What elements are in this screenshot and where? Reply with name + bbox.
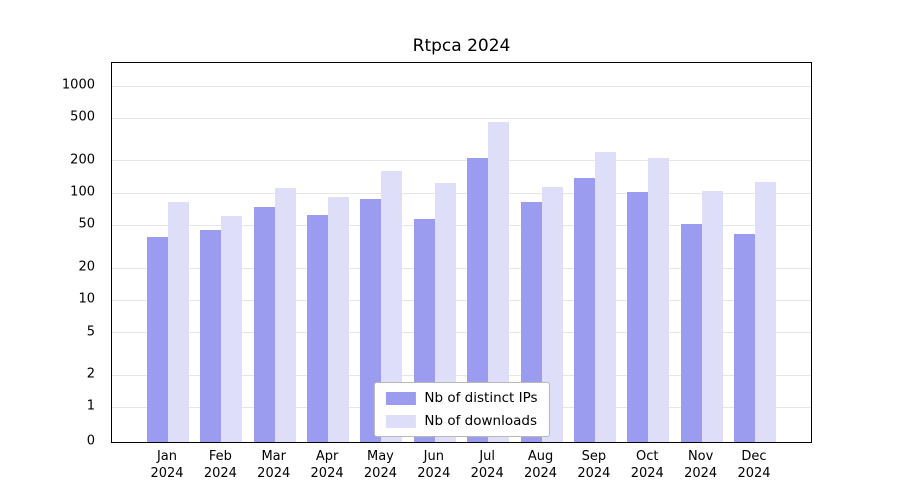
bar-ips-feb	[200, 230, 222, 442]
x-tick-label: Mar 2024	[257, 449, 291, 482]
y-tick-label: 0	[86, 433, 95, 449]
legend: Nb of distinct IPs Nb of downloads	[373, 382, 550, 437]
x-tick-label: Oct 2024	[630, 449, 664, 482]
x-axis-tick-labels: Jan 2024 Feb 2024 Mar 2024 Apr 2024 May 2024…	[111, 448, 812, 492]
x-tick-label: Sep 2024	[577, 449, 611, 482]
bar-ips-dec	[734, 233, 755, 442]
y-tick-label: 100	[70, 184, 95, 200]
bar-downloads-oct	[648, 157, 670, 442]
bar-downloads-dec	[755, 181, 776, 442]
gridline	[112, 374, 811, 376]
x-tick-label: Feb 2024	[203, 449, 237, 482]
gridline	[112, 299, 811, 301]
gridline	[112, 85, 811, 87]
x-tick-label: Jan 2024	[150, 449, 184, 482]
bar-ips-sep	[573, 177, 595, 442]
gridline	[112, 224, 811, 226]
y-tick-label: 50	[78, 216, 95, 232]
x-tick-label: Jun 2024	[417, 449, 451, 482]
y-tick-label: 5	[86, 324, 95, 340]
gridline	[112, 117, 811, 119]
bar-ips-jul	[467, 157, 489, 442]
x-tick-label: Jul 2024	[470, 449, 504, 482]
bar-downloads-feb	[221, 216, 243, 442]
y-tick-label: 500	[70, 109, 95, 125]
x-tick-label: Dec 2024	[737, 449, 771, 482]
legend-label: Nb of distinct IPs	[424, 390, 538, 406]
bar-downloads-apr	[328, 196, 350, 442]
bar-downloads-sep	[594, 152, 616, 442]
gridline	[112, 192, 811, 194]
legend-item-downloads: Nb of downloads	[385, 413, 537, 429]
x-tick-label: Apr 2024	[310, 449, 344, 482]
chart-title: Rtpca 2024	[412, 36, 511, 56]
legend-label: Nb of downloads	[424, 413, 537, 429]
bar-ips-mar	[253, 207, 275, 442]
x-tick-label: Nov 2024	[684, 449, 718, 482]
legend-item-ips: Nb of distinct IPs	[385, 390, 538, 406]
bar-ips-nov	[680, 223, 702, 442]
plot-area: Nb of distinct IPs Nb of downloads	[111, 62, 812, 443]
bar-downloads-may	[381, 171, 403, 442]
x-tick-label: May 2024	[363, 449, 397, 482]
bar-downloads-aug	[541, 186, 563, 442]
legend-swatch-ips	[385, 391, 416, 405]
bar-downloads-nov	[701, 190, 723, 442]
bar-ips-jan	[147, 236, 168, 442]
gridline	[112, 332, 811, 334]
y-tick-label: 10	[78, 291, 95, 307]
bar-downloads-jan	[168, 202, 189, 442]
y-tick-label: 2	[86, 366, 95, 382]
y-tick-label: 20	[78, 259, 95, 275]
gridline	[112, 160, 811, 162]
x-tick-label: Aug 2024	[523, 449, 558, 482]
bar-ips-oct	[627, 192, 649, 442]
y-tick-label: 1000	[61, 77, 95, 93]
bar-downloads-mar	[274, 187, 296, 442]
bar-ips-apr	[307, 215, 329, 442]
bar-ips-may	[360, 199, 382, 442]
gridline	[112, 267, 811, 269]
y-tick-label: 1	[86, 398, 95, 414]
y-tick-label: 200	[70, 152, 95, 168]
y-axis-tick-labels: 0 1 2 5 10 20 50 100 200 500 1000	[0, 62, 103, 449]
legend-swatch-downloads	[385, 414, 416, 428]
bar-downloads-jun	[434, 182, 456, 442]
bar-downloads-jul	[488, 122, 510, 442]
